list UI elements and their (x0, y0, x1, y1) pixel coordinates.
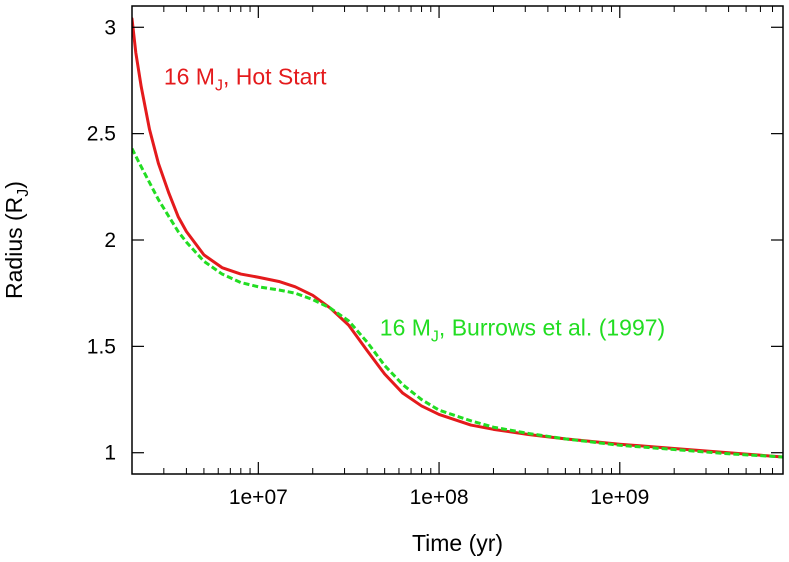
y-tick-label: 1 (104, 442, 116, 465)
y-axis-title-sub: J (15, 189, 32, 197)
y-tick-label: 1.5 (87, 335, 116, 358)
y-tick-label: 2.5 (87, 123, 116, 146)
series-label-0: 16 MJ, Hot Start (164, 64, 327, 95)
y-axis-title-main: Radius (R (1, 197, 27, 299)
x-tick-label: 1e+07 (229, 486, 288, 509)
series-line-1 (132, 147, 783, 459)
y-axis-title-close: ) (1, 181, 27, 189)
y-tick-label: 3 (104, 16, 116, 39)
series-label-suffix: , Hot Start (223, 64, 327, 90)
x-axis-title: Time (yr) (412, 530, 503, 556)
series-label-prefix: 16 M (380, 315, 431, 341)
series-label-suffix: , Burrows et al. (1997) (439, 315, 665, 341)
x-tick-label: 1e+08 (410, 486, 469, 509)
y-tick-label: 2 (104, 229, 116, 252)
series-line-0 (132, 17, 783, 459)
series-label-subscript: J (215, 78, 223, 95)
y-axis-title: Radius (RJ) (1, 181, 32, 299)
series-label-subscript: J (431, 329, 439, 346)
series-label-1: 16 MJ, Burrows et al. (1997) (380, 315, 665, 346)
series-label-prefix: 16 M (164, 64, 215, 90)
x-tick-label: 1e+09 (590, 486, 649, 509)
